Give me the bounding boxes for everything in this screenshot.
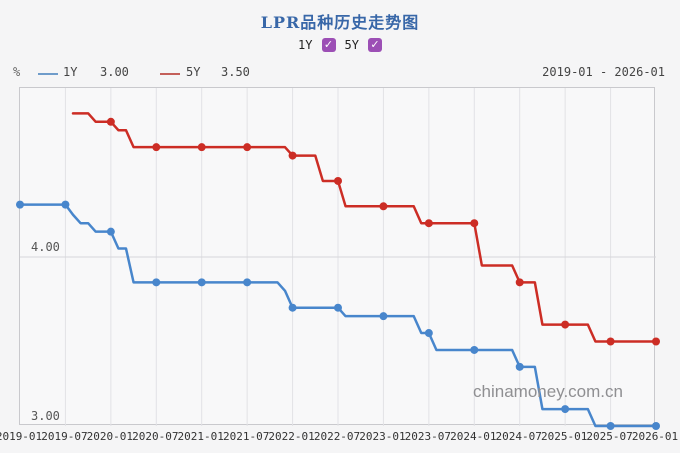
x-axis-label: 2022-01 [268,430,315,443]
x-axis-label: 2024-01 [450,430,497,443]
legend-label-1y: 1Y [63,65,78,79]
toggle-label-1y: 1Y [298,38,313,52]
x-axis-label: 2025-01 [540,430,588,443]
data-point-1y [515,362,524,371]
data-point-1y [288,303,297,312]
legend-value-5y: 3.50 [221,65,250,79]
series-line-5y [71,112,658,343]
checkbox-5y[interactable]: ✓ [367,38,382,52]
data-point-5y [652,337,660,346]
data-point-1y [424,329,433,338]
chart-canvas[interactable] [16,88,660,430]
data-point-5y [424,219,433,228]
data-point-1y [379,312,388,321]
checkbox-1y[interactable]: ✓ [321,38,336,52]
x-axis-label: 2020-01 [86,430,134,443]
x-axis-label: 2020-07 [132,430,179,443]
x-axis-label: 2019-01 [0,430,43,443]
data-point-5y [106,117,115,126]
data-point-5y [379,202,388,211]
data-point-5y [197,143,206,152]
data-point-5y [561,320,570,329]
data-point-1y [470,345,479,354]
x-axis-label: 2021-01 [177,430,224,443]
data-point-1y [561,405,570,414]
data-point-5y [470,219,479,228]
data-point-5y [152,143,161,152]
legend-label-5y: 5Y [186,65,201,79]
x-axis-label: 2023-07 [404,430,452,443]
data-point-1y [152,278,161,287]
y-axis-unit: % [13,65,21,79]
data-point-1y [334,303,342,312]
series-toggle-row: 1Y ✓ 5Y ✓ [0,37,680,53]
data-point-1y [197,278,206,287]
x-axis-label: 2024-07 [495,430,542,443]
toggle-label-5y: 5Y [344,38,359,52]
x-axis-label: 2023-01 [359,430,406,443]
x-axis-label: 2021-07 [222,430,270,443]
data-point-1y [106,227,115,236]
data-point-1y [16,200,24,209]
data-point-5y [288,151,297,160]
x-axis: 2019-01 2019-07 2020-01 2020-07 2021-01 2021-… [0,430,678,444]
date-range: 2019-01 - 2026-01 [542,65,665,79]
x-axis-label: 2022-07 [313,430,361,443]
data-point-1y [606,422,615,430]
legend-value-1y: 3.00 [100,65,129,79]
chart-plot-area[interactable] [16,87,660,430]
y-tick-label-4: 4.00 [31,240,60,254]
data-point-1y [61,200,70,209]
legend-line-5y-icon [160,73,180,75]
data-point-5y [243,143,252,152]
data-point-5y [515,278,524,287]
x-axis-label: 2019-07 [41,430,88,443]
watermark: chinamoney.com.cn [473,382,623,401]
x-axis-label: 2025-07 [586,430,633,443]
data-point-5y [606,337,615,346]
data-point-1y [243,278,252,287]
x-axis-label: 2026-01 [631,430,679,443]
data-point-1y [652,422,660,430]
data-point-5y [334,176,342,185]
y-tick-label-3: 3.00 [31,409,60,423]
legend-line-1y-icon [38,73,58,75]
legend: % 1Y 3.00 5Y 3.50 2019-01 - 2026-01 [0,64,680,82]
page-title: LPR品种历史走势图 [260,13,420,32]
